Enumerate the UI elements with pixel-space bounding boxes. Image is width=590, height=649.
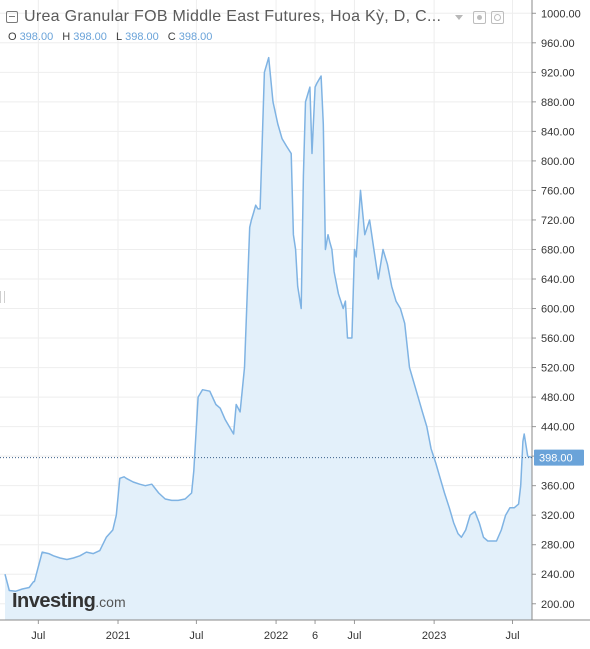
ohlc-low-value: 398.00 <box>125 31 159 43</box>
y-tick-label: 800.00 <box>541 156 575 168</box>
eye-icon[interactable] <box>473 10 487 24</box>
y-tick-label: 960.00 <box>541 38 575 50</box>
ohlc-open-key: O <box>8 31 17 43</box>
chart-title: Urea Granular FOB Middle East Futures, H… <box>24 8 442 25</box>
last-price-label: 398.00 <box>539 453 573 465</box>
x-tick-label: 2023 <box>422 630 446 642</box>
y-tick-label: 440.00 <box>541 422 575 434</box>
logo-main: Investing <box>12 590 96 612</box>
y-tick-label: 640.00 <box>541 274 575 286</box>
ohlc-low-key: L <box>115 31 123 43</box>
y-tick-label: 520.00 <box>541 363 575 375</box>
y-tick-label: 680.00 <box>541 244 575 256</box>
ohlc-open-value: 398.00 <box>19 31 54 43</box>
investing-logo: Investing .com <box>12 590 126 613</box>
x-tick-label: Jul <box>31 630 45 642</box>
y-tick-label: 560.00 <box>541 333 575 345</box>
y-tick-label: 760.00 <box>541 185 575 197</box>
ohlc-close-value: 398.00 <box>178 31 213 43</box>
y-tick-label: 840.00 <box>541 126 575 138</box>
x-tick-label: 2021 <box>106 630 130 642</box>
ohlc-readout: O 398.00 H 398.00 L 398.00 C 398.00 <box>8 31 218 43</box>
x-tick-label: Jul <box>505 630 519 642</box>
gear-icon[interactable] <box>491 10 505 24</box>
last-price-label-bg <box>534 449 584 466</box>
series-area-fill <box>5 57 532 621</box>
chevron-down-icon[interactable] <box>455 14 464 20</box>
y-tick-label: 360.00 <box>541 481 575 493</box>
ohlc-high-value: 398.00 <box>73 31 107 43</box>
y-tick-label: 600.00 <box>541 304 575 316</box>
ohlc-high-key: H <box>62 31 71 43</box>
x-tick-label: Jul <box>189 630 203 642</box>
series-line <box>4 56 533 592</box>
y-tick-label: 920.00 <box>541 67 575 79</box>
y-tick-label: 240.00 <box>541 569 575 581</box>
resize-handle[interactable] <box>0 291 5 303</box>
y-tick-label: 320.00 <box>541 510 575 522</box>
collapse-icon[interactable] <box>6 11 18 23</box>
y-tick-label: 200.00 <box>541 599 575 611</box>
ohlc-close-key: C <box>167 31 176 43</box>
x-tick-label: 6 <box>312 630 318 642</box>
x-tick-label: 2022 <box>264 630 288 642</box>
y-tick-label: 720.00 <box>541 215 575 227</box>
logo-suffix: .com <box>95 594 126 610</box>
x-tick-label: Jul <box>347 630 361 642</box>
y-tick-label: 480.00 <box>541 392 575 404</box>
y-tick-label: 880.00 <box>541 97 575 109</box>
chart-header: Urea Granular FOB Middle East Futures, H… <box>6 6 505 28</box>
y-tick-label: 280.00 <box>541 540 575 552</box>
y-tick-label: 1000.00 <box>541 8 581 20</box>
